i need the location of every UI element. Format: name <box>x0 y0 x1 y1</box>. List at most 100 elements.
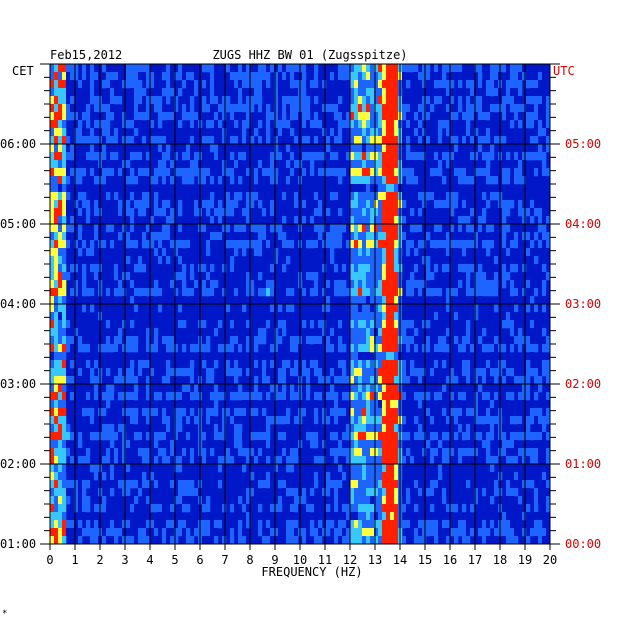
heatmap-cell <box>118 160 123 169</box>
heatmap-cell <box>114 160 119 169</box>
heatmap-cell <box>390 200 395 209</box>
heatmap-cell <box>258 96 263 105</box>
heatmap-cell <box>134 392 139 401</box>
heatmap-cell <box>146 480 151 489</box>
heatmap-cell <box>458 392 463 401</box>
heatmap-cell <box>354 360 359 369</box>
heatmap-cell <box>266 440 271 449</box>
heatmap-cell <box>374 288 379 297</box>
heatmap-cell <box>486 472 491 481</box>
heatmap-cell <box>302 288 307 297</box>
heatmap-cell <box>454 344 459 353</box>
heatmap-cell <box>146 288 151 297</box>
heatmap-cell <box>426 376 431 385</box>
heatmap-cell <box>354 408 359 417</box>
heatmap-cell <box>270 192 275 201</box>
heatmap-cell <box>258 416 263 425</box>
heatmap-cell <box>266 280 271 289</box>
heatmap-cell <box>358 384 363 393</box>
heatmap-cell <box>226 104 231 113</box>
heatmap-cell <box>178 376 183 385</box>
heatmap-cell <box>114 232 119 241</box>
heatmap-cell <box>118 248 123 257</box>
heatmap-cell <box>178 64 183 73</box>
heatmap-cell <box>342 88 347 97</box>
heatmap-cell <box>386 272 391 281</box>
heatmap-cell <box>170 232 175 241</box>
heatmap-cell <box>254 400 259 409</box>
heatmap-cell <box>362 456 367 465</box>
heatmap-cell <box>470 288 475 297</box>
heatmap-cell <box>218 384 223 393</box>
heatmap-cell <box>222 416 227 425</box>
heatmap-cell <box>310 136 315 145</box>
heatmap-cell <box>346 136 351 145</box>
heatmap-cell <box>534 416 539 425</box>
heatmap-cell <box>114 88 119 97</box>
heatmap-cell <box>54 312 59 321</box>
heatmap-cell <box>302 96 307 105</box>
heatmap-cell <box>450 152 455 161</box>
heatmap-cell <box>82 368 87 377</box>
heatmap-cell <box>66 104 71 113</box>
heatmap-cell <box>50 248 55 257</box>
heatmap-cell <box>454 72 459 81</box>
heatmap-cell <box>482 224 487 233</box>
heatmap-cell <box>418 232 423 241</box>
heatmap-cell <box>426 80 431 89</box>
heatmap-cell <box>142 368 147 377</box>
heatmap-cell <box>534 440 539 449</box>
heatmap-cell <box>154 80 159 89</box>
heatmap-cell <box>222 64 227 73</box>
heatmap-cell <box>402 304 407 313</box>
heatmap-cell <box>74 368 79 377</box>
heatmap-cell <box>254 360 259 369</box>
heatmap-cell <box>90 304 95 313</box>
heatmap-cell <box>54 392 59 401</box>
heatmap-cell <box>230 224 235 233</box>
heatmap-cell <box>514 88 519 97</box>
heatmap-cell <box>178 400 183 409</box>
heatmap-cell <box>458 448 463 457</box>
heatmap-cell <box>326 280 331 289</box>
heatmap-cell <box>242 392 247 401</box>
heatmap-cell <box>494 392 499 401</box>
heatmap-cell <box>226 344 231 353</box>
heatmap-cell <box>354 232 359 241</box>
heatmap-cell <box>94 176 99 185</box>
heatmap-cell <box>394 160 399 169</box>
heatmap-cell <box>274 448 279 457</box>
heatmap-cell <box>262 64 267 73</box>
heatmap-cell <box>346 144 351 153</box>
heatmap-cell <box>318 432 323 441</box>
heatmap-cell <box>382 400 387 409</box>
heatmap-cell <box>270 360 275 369</box>
heatmap-cell <box>246 64 251 73</box>
heatmap-cell <box>418 424 423 433</box>
heatmap-cell <box>178 248 183 257</box>
heatmap-cell <box>442 336 447 345</box>
heatmap-cell <box>114 80 119 89</box>
heatmap-cell <box>182 152 187 161</box>
heatmap-cell <box>438 464 443 473</box>
heatmap-cell <box>62 328 67 337</box>
heatmap-cell <box>70 472 75 481</box>
heatmap-cell <box>378 240 383 249</box>
heatmap-cell <box>250 368 255 377</box>
heatmap-cell <box>342 72 347 81</box>
heatmap-cell <box>486 304 491 313</box>
heatmap-cell <box>390 160 395 169</box>
heatmap-cell <box>78 440 83 449</box>
heatmap-cell <box>386 176 391 185</box>
heatmap-cell <box>418 280 423 289</box>
heatmap-cell <box>154 328 159 337</box>
heatmap-cell <box>54 280 59 289</box>
heatmap-cell <box>158 432 163 441</box>
heatmap-cell <box>350 456 355 465</box>
heatmap-cell <box>386 368 391 377</box>
heatmap-cell <box>62 160 67 169</box>
heatmap-cell <box>534 408 539 417</box>
heatmap-cell <box>246 136 251 145</box>
heatmap-cell <box>170 88 175 97</box>
heatmap-cell <box>62 400 67 409</box>
